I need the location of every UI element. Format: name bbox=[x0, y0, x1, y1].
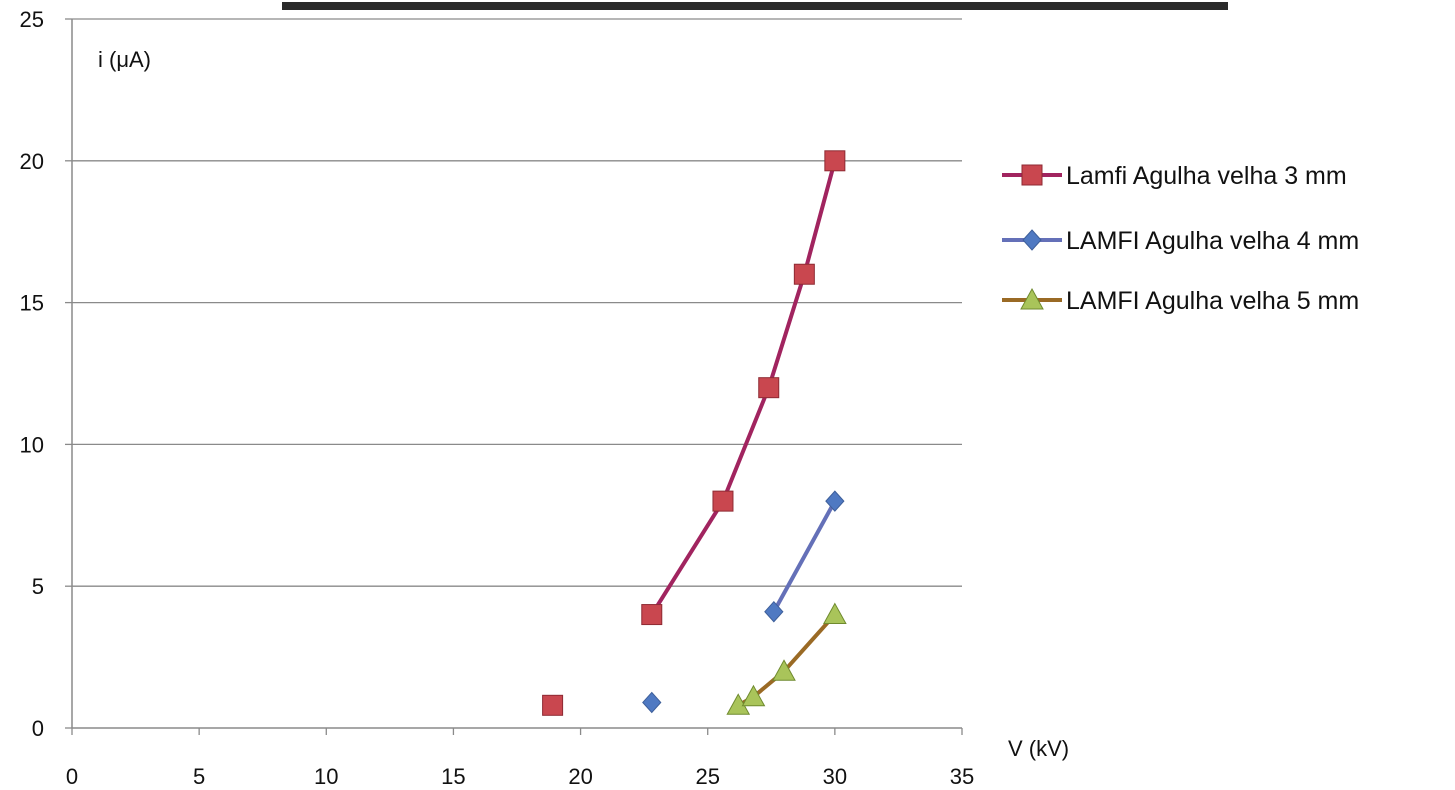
data-point bbox=[764, 600, 784, 623]
data-point bbox=[824, 150, 846, 172]
y-tick-label: 10 bbox=[20, 432, 44, 457]
y-tick-label: 15 bbox=[20, 291, 44, 316]
y-axis-title: i (μA) bbox=[98, 47, 151, 72]
legend-label: Lamfi Agulha velha 3 mm bbox=[1066, 162, 1347, 190]
grid-layer bbox=[72, 18, 962, 587]
data-point bbox=[793, 263, 815, 285]
x-tick-label: 10 bbox=[314, 764, 338, 789]
x-axis-title: V (kV) bbox=[1008, 736, 1069, 761]
top-bar-shadow bbox=[282, 2, 1228, 10]
series-3 bbox=[726, 602, 847, 715]
data-point bbox=[712, 490, 734, 512]
legend-entry: LAMFI Agulha velha 4 mm bbox=[1002, 227, 1359, 255]
y-tick-label: 20 bbox=[20, 149, 44, 174]
data-point bbox=[642, 691, 662, 714]
legend-label: LAMFI Agulha velha 4 mm bbox=[1066, 227, 1359, 255]
series-line bbox=[771, 499, 837, 614]
data-point bbox=[823, 602, 847, 625]
legend-entry: Lamfi Agulha velha 3 mm bbox=[1002, 162, 1347, 190]
series-layer bbox=[542, 150, 847, 716]
x-tick-label: 25 bbox=[695, 764, 719, 789]
legend-marker bbox=[1021, 164, 1043, 186]
data-point bbox=[758, 377, 780, 399]
series-2 bbox=[642, 490, 845, 714]
x-tick-label: 30 bbox=[823, 764, 847, 789]
x-tick-label: 0 bbox=[66, 764, 78, 789]
y-tick-label: 25 bbox=[20, 7, 44, 32]
data-point bbox=[641, 604, 663, 626]
data-point bbox=[772, 659, 796, 681]
legend-label: LAMFI Agulha velha 5 mm bbox=[1066, 287, 1359, 315]
series-1 bbox=[542, 150, 846, 716]
legend-marker bbox=[1020, 287, 1044, 310]
legend-marker bbox=[1022, 229, 1042, 251]
x-tick-label: 15 bbox=[441, 764, 465, 789]
x-tick-label: 20 bbox=[568, 764, 592, 789]
data-point bbox=[542, 694, 564, 716]
legend: Lamfi Agulha velha 3 mm LAMFI Agulha velh… bbox=[1002, 162, 1359, 315]
x-tick-label: 5 bbox=[193, 764, 205, 789]
axis-layer: 0 5 10 15 20 25 0 5 10 15 20 25 30 35 bbox=[20, 7, 975, 789]
y-tick-label: 0 bbox=[32, 716, 44, 741]
y-tick-label: 5 bbox=[32, 574, 44, 599]
legend-entry: LAMFI Agulha velha 5 mm bbox=[1002, 287, 1359, 315]
data-point bbox=[825, 490, 845, 512]
data-point bbox=[741, 684, 766, 707]
x-tick-label: 35 bbox=[950, 764, 974, 789]
